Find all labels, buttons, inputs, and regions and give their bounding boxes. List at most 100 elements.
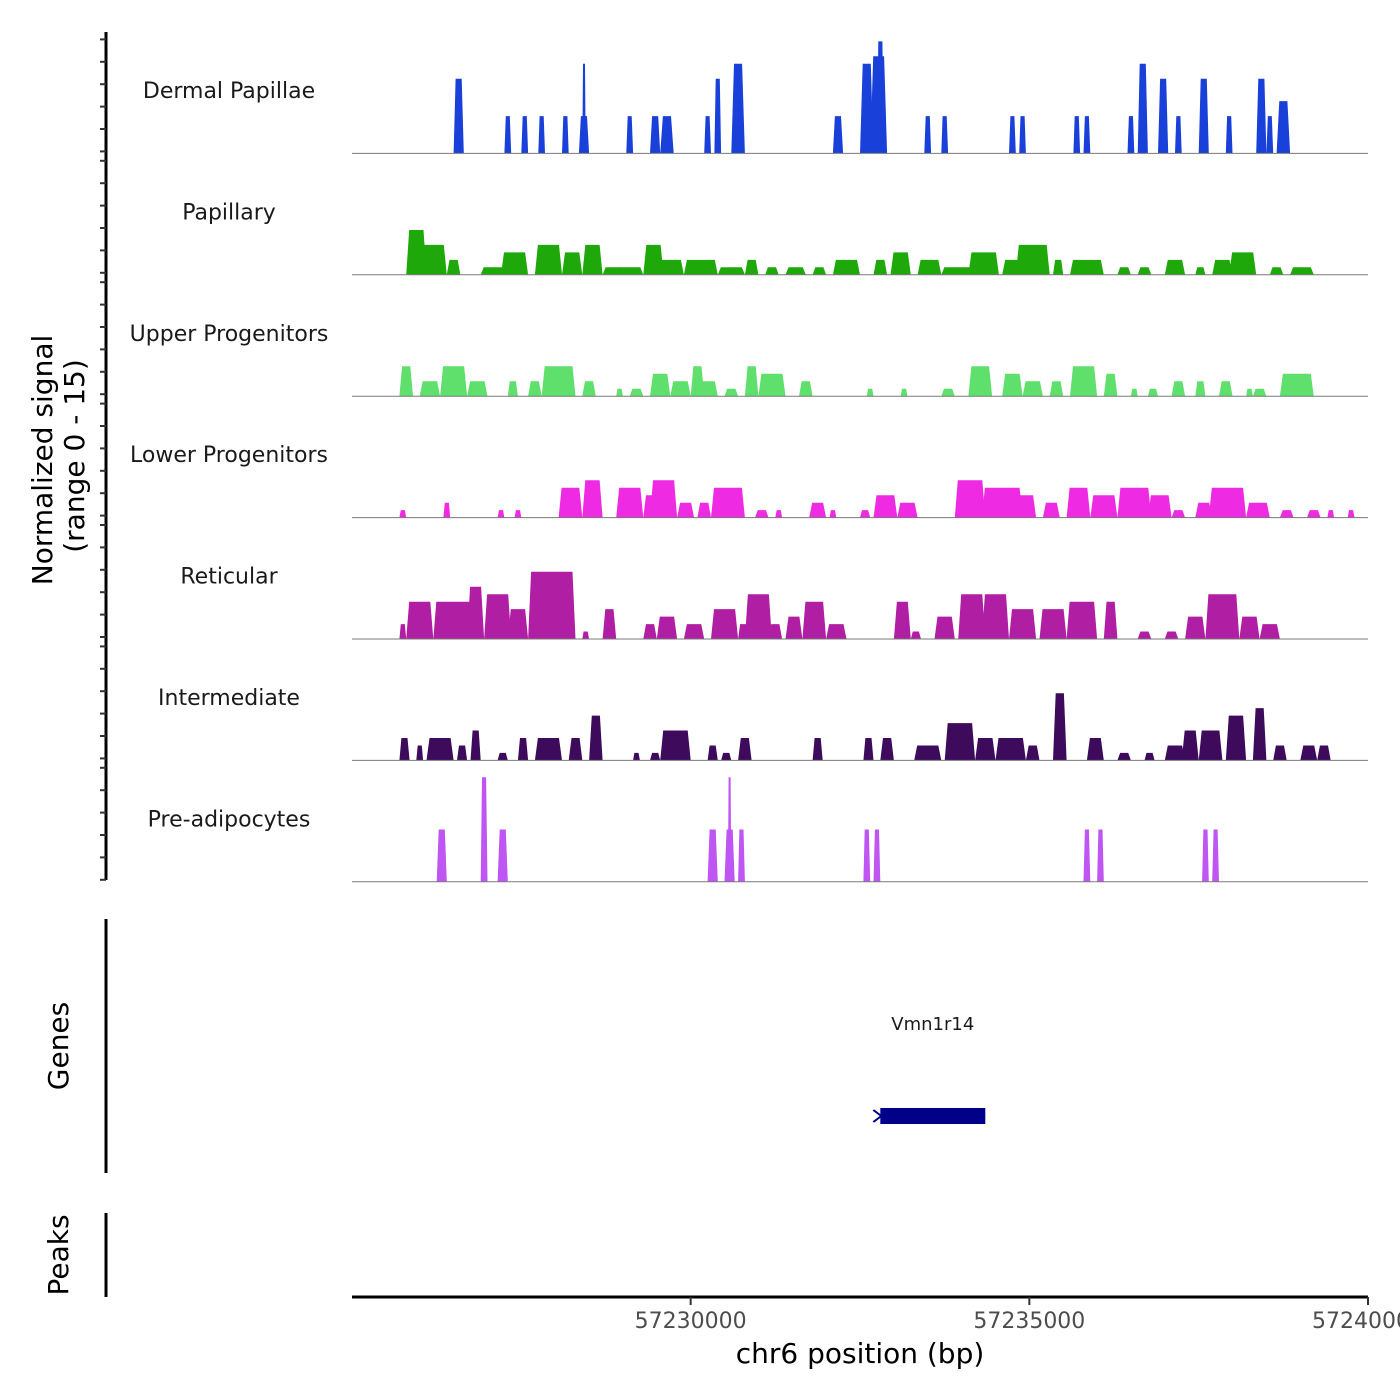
signal-peak	[1158, 78, 1169, 154]
signal-peak	[1066, 601, 1098, 639]
signal-peak	[900, 388, 908, 397]
signal-peak	[1073, 116, 1081, 154]
signal-peak	[1053, 259, 1064, 275]
signal-peak	[1042, 502, 1060, 518]
signal-peak	[443, 502, 451, 518]
signal-peak	[497, 510, 505, 518]
signal-peak	[917, 259, 942, 275]
signal-peak	[1022, 381, 1043, 397]
gene-label: Vmn1r14	[891, 1014, 974, 1035]
signal-peak	[616, 487, 644, 518]
signal-peak	[582, 381, 596, 397]
signal-peak	[1327, 510, 1335, 518]
signal-peak	[717, 267, 745, 275]
signal-peak	[1086, 738, 1104, 761]
signal-peak	[799, 381, 813, 397]
signal-peak	[626, 116, 634, 154]
signal-peak	[602, 609, 617, 639]
signal-peak	[1103, 601, 1118, 639]
signal-peak	[683, 259, 718, 275]
signal-peak	[863, 738, 874, 761]
signal-peak	[738, 738, 752, 761]
signal-peak	[650, 116, 661, 154]
signal-peak	[1097, 829, 1104, 882]
signal-peak	[633, 752, 640, 761]
signal-peak	[521, 116, 529, 154]
signal-peak	[558, 487, 583, 518]
track-label-reticular: Reticular	[180, 565, 278, 590]
signal-peak	[433, 601, 474, 639]
signal-peak	[968, 366, 993, 397]
signal-peak	[419, 244, 447, 275]
signal-peak	[944, 723, 976, 761]
track-dermal-papillae: Dermal Papillae	[143, 41, 1368, 154]
signal-peak	[1239, 616, 1260, 639]
signal-peak	[873, 495, 898, 518]
signal-peak	[1219, 381, 1233, 397]
track-label-pre-adipocytes: Pre-adipocytes	[148, 807, 311, 832]
signal-peak	[1171, 510, 1186, 518]
signal-peak	[656, 259, 684, 275]
signal-peak	[1195, 267, 1206, 275]
genes-panel-title: Genes	[42, 1002, 75, 1090]
signal-peak	[910, 631, 921, 639]
signal-peak	[775, 510, 783, 518]
signal-peak	[893, 601, 911, 639]
signal-peak	[1229, 252, 1257, 275]
signal-peak	[1009, 116, 1016, 154]
signal-peak	[419, 381, 441, 397]
x-axis-title: chr6 position (bp)	[736, 1337, 985, 1370]
signal-peak	[507, 609, 529, 639]
signal-peak	[589, 715, 603, 761]
signal-peak	[785, 616, 803, 639]
signal-peak	[459, 116, 462, 154]
signal-peak	[826, 624, 847, 639]
signal-peak	[1015, 495, 1037, 518]
signal-peak	[507, 381, 518, 397]
x-tick-label: 57235000	[973, 1309, 1085, 1334]
gene-strand-arrow	[872, 1109, 883, 1123]
signal-peak	[470, 730, 481, 761]
signal-peak	[738, 829, 745, 882]
signal-peak	[1252, 708, 1267, 761]
signal-peak	[504, 116, 512, 154]
signal-peak	[765, 267, 779, 275]
signal-peak	[941, 116, 949, 154]
signal-peak	[582, 480, 603, 518]
signal-peak	[941, 388, 955, 397]
signal-peak	[1019, 116, 1026, 154]
signal-peak	[1070, 259, 1104, 275]
signal-peak	[731, 63, 745, 154]
signal-peak	[1117, 267, 1131, 275]
signal-peak	[670, 381, 691, 397]
signal-peak	[436, 829, 447, 882]
signal-peak	[714, 78, 722, 154]
signal-peak	[995, 738, 1026, 761]
signal-peak	[832, 259, 860, 275]
signal-peak	[809, 502, 827, 518]
signal-peak	[1300, 745, 1318, 761]
signal-peak	[812, 738, 823, 761]
signal-peak	[1144, 752, 1155, 761]
signal-peak	[1212, 259, 1233, 275]
signal-peak	[1225, 715, 1247, 761]
signal-peak	[873, 259, 888, 275]
signal-peak	[650, 373, 671, 397]
peaks-panel-title: Peaks	[42, 1214, 75, 1295]
signal-peak	[484, 594, 512, 639]
signal-peak	[1090, 495, 1118, 518]
track-pre-adipocytes: Pre-adipocytes	[148, 777, 1368, 883]
signal-peak	[697, 381, 718, 397]
signal-peak	[860, 510, 871, 518]
signal-peak	[1198, 78, 1209, 154]
track-label-upper-progenitors: Upper Progenitors	[130, 322, 329, 347]
signal-peak	[1164, 631, 1179, 639]
signal-peak	[1273, 745, 1287, 761]
signal-peak	[1195, 502, 1213, 518]
signal-peak	[755, 510, 769, 518]
signal-peak	[1259, 624, 1280, 639]
signal-peak	[832, 116, 844, 154]
track-label-papillary: Papillary	[182, 200, 276, 225]
signal-peak	[1195, 381, 1206, 397]
signal-peak	[480, 777, 488, 882]
